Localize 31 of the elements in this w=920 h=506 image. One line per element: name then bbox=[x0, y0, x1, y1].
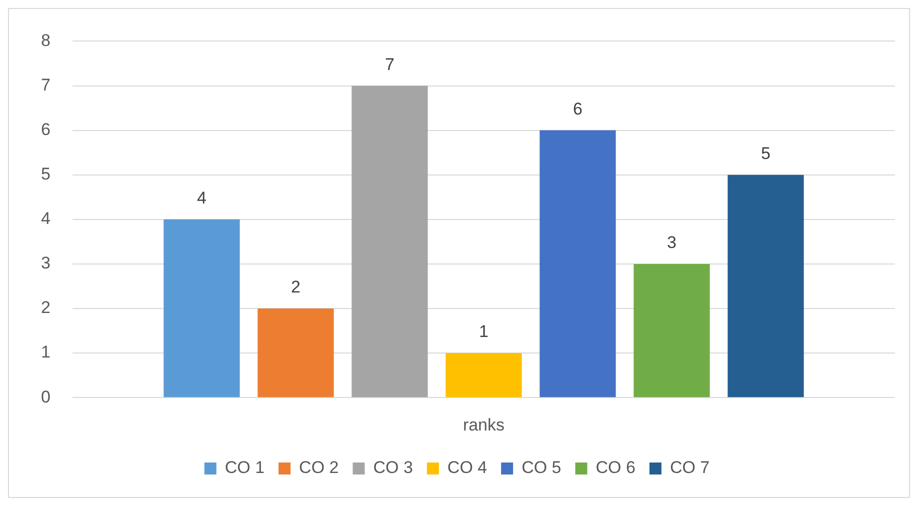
bar bbox=[258, 308, 334, 398]
y-tick-label: 4 bbox=[40, 209, 50, 228]
data-label: 1 bbox=[478, 322, 488, 342]
legend-label: CO 2 bbox=[299, 458, 339, 478]
bar bbox=[634, 264, 710, 398]
y-tick-label: 1 bbox=[40, 342, 50, 362]
y-tick-label: 7 bbox=[40, 75, 50, 94]
bar bbox=[540, 130, 616, 398]
data-label: 4 bbox=[196, 188, 206, 208]
data-label: 7 bbox=[384, 54, 394, 74]
data-label: 2 bbox=[290, 278, 300, 297]
y-tick-label: 3 bbox=[40, 254, 50, 273]
legend-label: CO 7 bbox=[670, 458, 710, 478]
bar bbox=[728, 174, 804, 398]
bar bbox=[164, 219, 240, 398]
legend-label: CO 6 bbox=[596, 458, 636, 478]
y-tick-label: 0 bbox=[40, 387, 50, 406]
x-tick-label: ranks bbox=[462, 415, 505, 434]
bar bbox=[352, 86, 428, 398]
y-tick-label: 8 bbox=[40, 30, 50, 50]
y-tick-label: 6 bbox=[40, 120, 50, 139]
legend-label: CO 5 bbox=[522, 458, 562, 478]
bar bbox=[446, 353, 522, 398]
y-tick-label: 2 bbox=[40, 298, 50, 318]
data-label: 5 bbox=[761, 144, 770, 164]
data-label: 3 bbox=[667, 233, 676, 252]
legend-label: CO 3 bbox=[373, 458, 413, 478]
data-label: 6 bbox=[573, 99, 582, 118]
legend-label: CO 4 bbox=[447, 458, 488, 478]
legend-label: CO 1 bbox=[224, 458, 265, 478]
y-tick-label: 5 bbox=[40, 164, 50, 184]
